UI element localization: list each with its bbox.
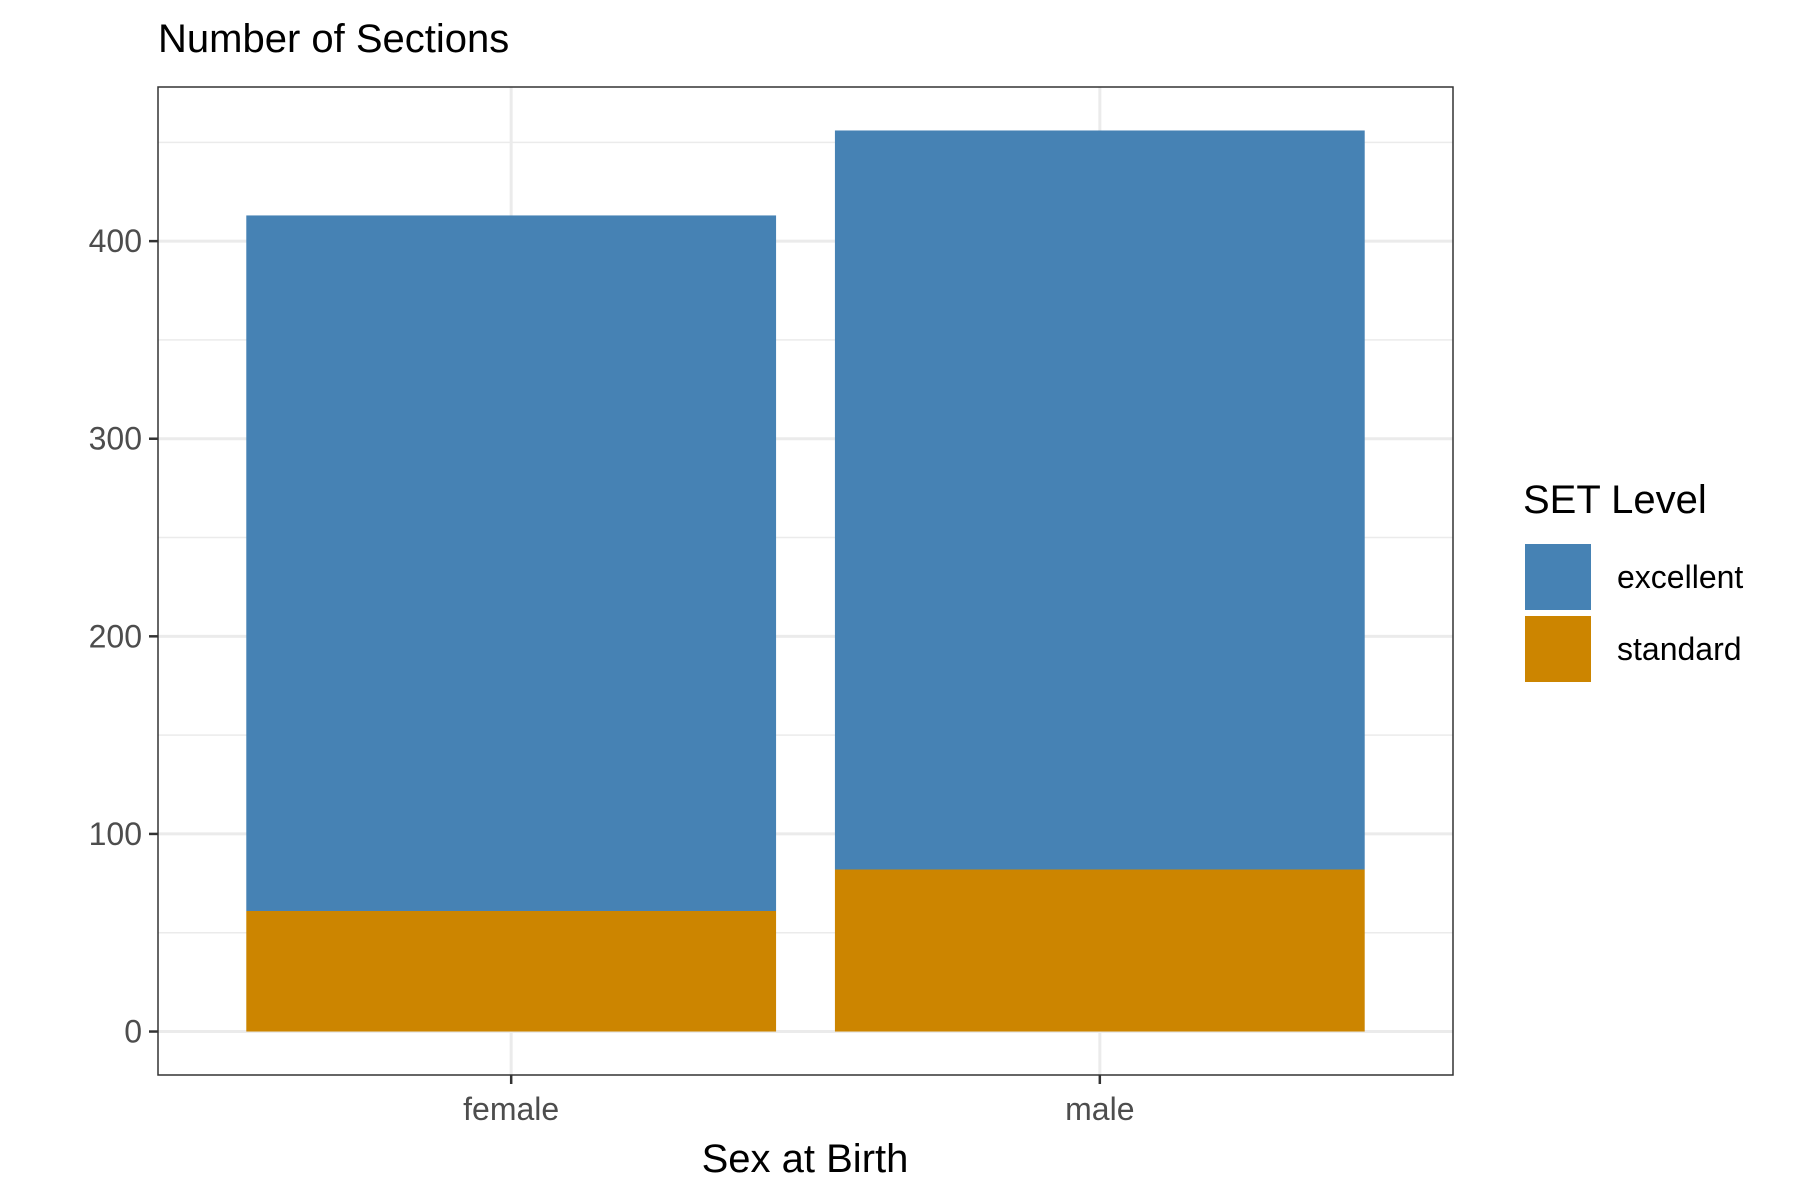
bar-female-standard (246, 910, 777, 1032)
x-axis-title: Sex at Birth (702, 1137, 909, 1181)
legend: SET Level excellent standard (1523, 478, 1743, 682)
chart-title: Number of Sections (158, 17, 509, 61)
x-axis: female male (463, 1075, 1134, 1127)
legend-label-standard: standard (1617, 631, 1742, 667)
bars (246, 130, 1365, 1032)
y-tick-label: 100 (89, 816, 142, 852)
legend-label-excellent: excellent (1617, 559, 1743, 595)
x-tick-label: male (1065, 1091, 1134, 1127)
y-tick-label: 400 (89, 223, 142, 259)
y-tick-label: 200 (89, 618, 142, 654)
bar-male-excellent (834, 130, 1365, 870)
plot-panel-border (157, 86, 1454, 1076)
x-tick-label: female (463, 1091, 559, 1127)
legend-title: SET Level (1523, 478, 1707, 522)
y-axis: 0 100 200 300 400 (89, 223, 158, 1050)
y-tick-label: 300 (89, 421, 142, 457)
bar-female-excellent (246, 215, 777, 911)
legend-key-standard (1525, 616, 1591, 682)
legend-key-excellent (1525, 544, 1591, 610)
bar-male-standard (834, 869, 1365, 1032)
y-tick-label: 0 (124, 1014, 142, 1050)
